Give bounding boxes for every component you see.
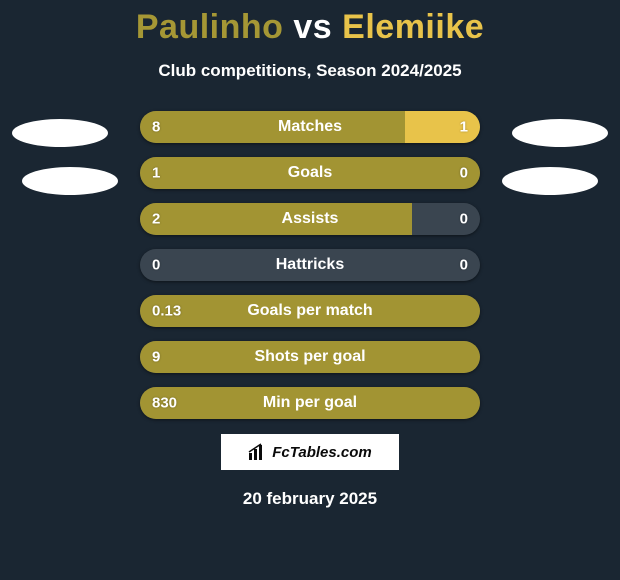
stat-row: 830Min per goal	[140, 387, 480, 419]
vs-text: vs	[293, 8, 332, 46]
player2-name: Elemiike	[342, 8, 484, 46]
stat-left-value: 1	[152, 165, 160, 182]
stat-row: 0.13Goals per match	[140, 295, 480, 327]
decoration-ellipse	[512, 119, 608, 147]
source-label: FcTables.com	[272, 444, 371, 461]
decoration-ellipse	[502, 167, 598, 195]
stat-left-value: 0	[152, 257, 160, 274]
stat-right-value: 0	[460, 165, 468, 182]
decoration-ellipse	[22, 167, 118, 195]
decoration-ellipse	[12, 119, 108, 147]
stat-row: 00Hattricks	[140, 249, 480, 281]
subtitle: Club competitions, Season 2024/2025	[0, 61, 620, 81]
stat-row: 9Shots per goal	[140, 341, 480, 373]
bar-background	[140, 249, 480, 281]
stat-left-value: 8	[152, 119, 160, 136]
bar-left-fill	[140, 295, 480, 327]
stat-row: 81Matches	[140, 111, 480, 143]
bar-left-fill	[140, 203, 412, 235]
bar-left-fill	[140, 111, 405, 143]
stat-left-value: 2	[152, 211, 160, 228]
stat-row: 20Assists	[140, 203, 480, 235]
stat-left-value: 9	[152, 349, 160, 366]
bar-right-fill	[405, 111, 480, 143]
bars-icon	[248, 443, 266, 461]
stat-left-value: 0.13	[152, 303, 181, 320]
date-text: 20 february 2025	[0, 489, 620, 509]
stat-row: 10Goals	[140, 157, 480, 189]
comparison-title: Paulinho vs Elemiike	[0, 0, 620, 47]
bar-left-fill	[140, 157, 480, 189]
stat-bars-container: 81Matches10Goals20Assists00Hattricks0.13…	[140, 111, 480, 419]
bar-left-fill	[140, 387, 480, 419]
stat-right-value: 1	[460, 119, 468, 136]
chart-area: 81Matches10Goals20Assists00Hattricks0.13…	[0, 111, 620, 419]
player1-name: Paulinho	[136, 8, 284, 46]
source-badge: FcTables.com	[220, 433, 400, 471]
stat-left-value: 830	[152, 395, 177, 412]
stat-right-value: 0	[460, 257, 468, 274]
stat-right-value: 0	[460, 211, 468, 228]
bar-left-fill	[140, 341, 480, 373]
